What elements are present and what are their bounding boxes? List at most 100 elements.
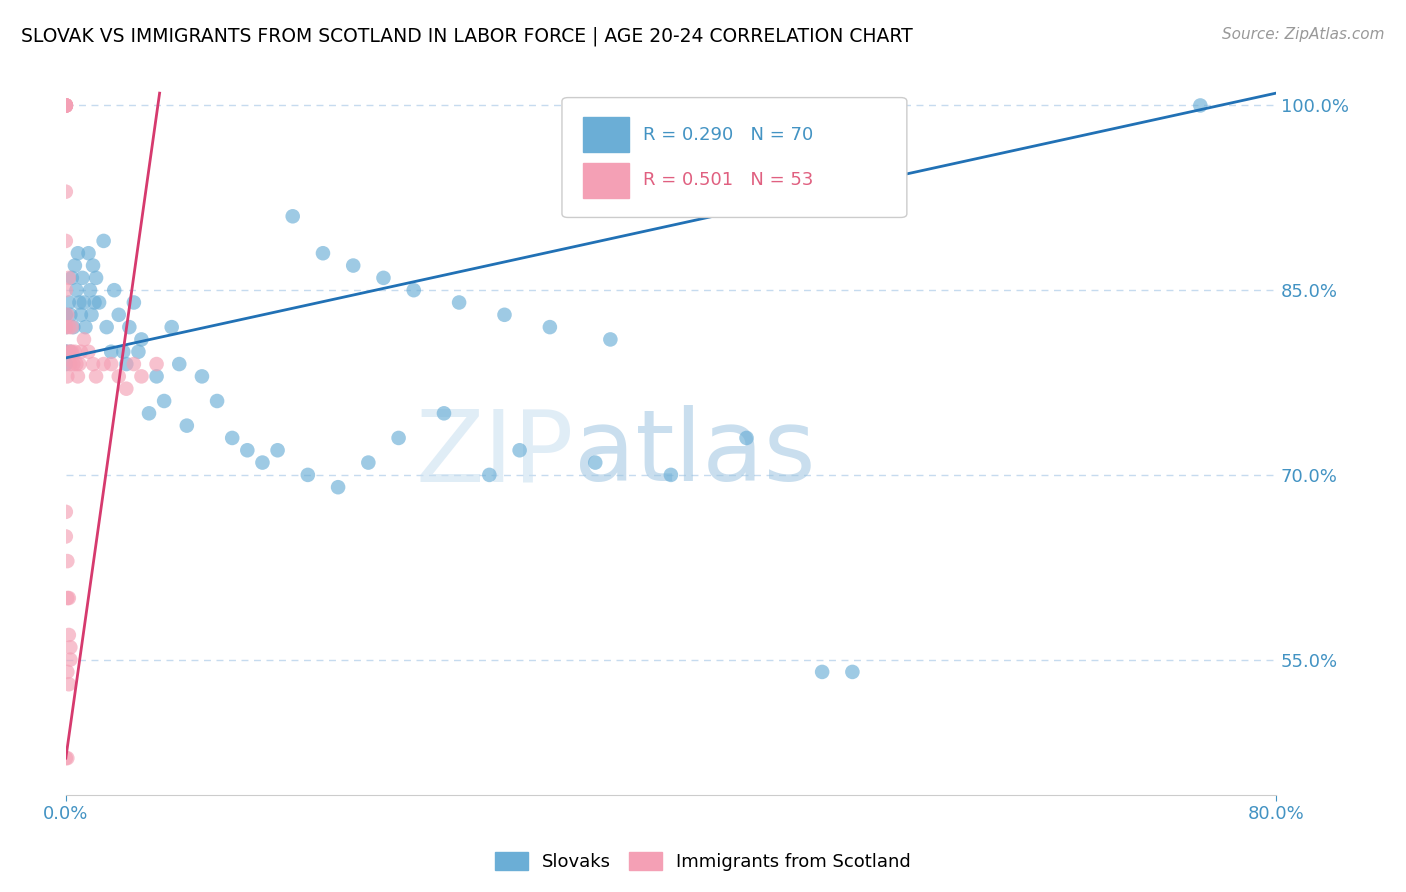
Point (103, 283, 125, 297)
Point (138, 406, 160, 420)
Point (55, 98, 77, 112)
Point (62, 357, 84, 371)
Point (59, 308, 82, 322)
Bar (582, 163, 628, 198)
Point (65, 283, 87, 297)
Point (131, 333, 153, 347)
Point (62, 320, 84, 334)
Point (55, 505, 77, 519)
Point (55, 98, 77, 112)
Point (55, 320, 77, 334)
Point (118, 320, 141, 334)
Point (75, 320, 97, 334)
Point (55, 98, 77, 112)
Point (122, 295, 145, 310)
Point (59, 652, 82, 666)
Text: Source: ZipAtlas.com: Source: ZipAtlas.com (1222, 27, 1385, 42)
Point (176, 418, 198, 433)
Point (55, 320, 77, 334)
Point (659, 467, 682, 482)
Point (252, 456, 274, 470)
Point (357, 456, 380, 470)
Point (55, 185, 77, 199)
Point (55, 98, 77, 112)
Point (55, 98, 77, 112)
Point (55, 344, 77, 359)
Point (66, 369, 89, 384)
Point (107, 369, 129, 384)
Point (56, 554, 79, 568)
Point (153, 394, 176, 409)
Point (55, 344, 77, 359)
Legend: Slovaks, Immigrants from Scotland: Slovaks, Immigrants from Scotland (488, 845, 918, 879)
Point (63, 344, 86, 359)
Point (107, 308, 129, 322)
Point (55, 98, 77, 112)
Point (811, 665, 834, 679)
Point (59, 344, 82, 359)
Point (56, 344, 79, 359)
Point (841, 665, 863, 679)
Point (93, 234, 115, 248)
Point (131, 369, 153, 384)
Point (66, 246, 89, 260)
Point (56, 591, 79, 605)
Point (145, 357, 167, 371)
Point (478, 467, 501, 482)
Point (583, 456, 606, 470)
Point (312, 246, 335, 260)
Point (538, 320, 561, 334)
Point (145, 369, 167, 384)
Point (387, 431, 409, 445)
Point (115, 357, 138, 371)
Point (56, 308, 79, 322)
Point (67, 357, 90, 371)
Point (73, 295, 96, 310)
Point (60, 344, 83, 359)
Point (65, 357, 87, 371)
Point (60, 271, 83, 285)
Point (82, 357, 104, 371)
Point (297, 467, 319, 482)
Bar (582, 117, 628, 152)
Point (60, 320, 83, 334)
Point (77, 246, 100, 260)
Point (160, 320, 183, 334)
Point (122, 357, 145, 371)
Point (449, 295, 471, 310)
Point (83, 295, 105, 310)
Text: ZIP: ZIP (416, 405, 574, 502)
Text: SLOVAK VS IMMIGRANTS FROM SCOTLAND IN LABOR FORCE | AGE 20-24 CORRELATION CHART: SLOVAK VS IMMIGRANTS FROM SCOTLAND IN LA… (21, 27, 912, 46)
Point (55, 98, 77, 112)
Point (55, 357, 77, 371)
Point (115, 382, 138, 396)
Point (100, 357, 122, 371)
Point (59, 344, 82, 359)
Point (509, 443, 531, 458)
FancyBboxPatch shape (562, 97, 907, 218)
Point (402, 283, 425, 297)
Point (56, 369, 79, 384)
Point (281, 209, 304, 223)
Point (55, 98, 77, 112)
Point (167, 357, 190, 371)
Point (326, 480, 349, 494)
Point (1189, 98, 1212, 112)
Point (58, 628, 80, 642)
Point (77, 344, 100, 359)
Point (221, 431, 243, 445)
Point (67, 295, 90, 310)
Point (80, 308, 103, 322)
Point (55, 98, 77, 112)
Point (236, 443, 259, 458)
Point (93, 357, 115, 371)
Point (82, 259, 104, 273)
Text: R = 0.290   N = 70: R = 0.290 N = 70 (643, 126, 813, 144)
Point (72, 271, 94, 285)
Point (127, 344, 149, 359)
Point (84, 271, 107, 285)
Point (70, 344, 93, 359)
Point (59, 640, 82, 655)
Point (73, 333, 96, 347)
Point (56, 665, 79, 679)
